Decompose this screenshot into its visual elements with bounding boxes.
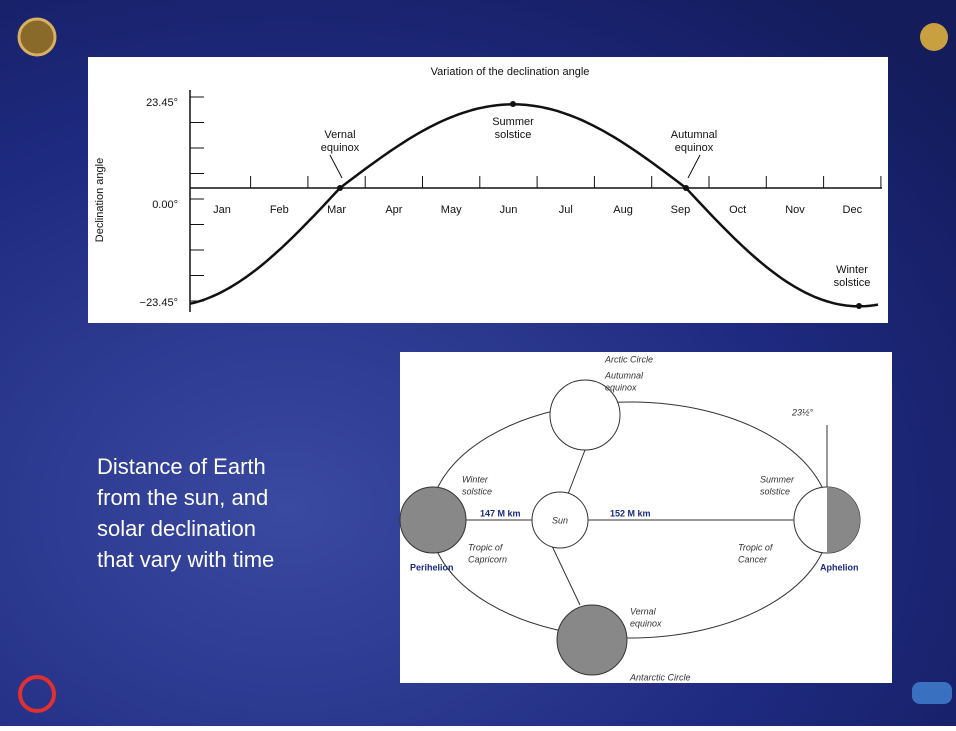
- earth: [556, 604, 628, 676]
- label: solstice: [760, 486, 790, 496]
- month-label: Feb: [270, 204, 289, 216]
- logo-icon: [17, 17, 57, 57]
- caption-line: solar declination: [97, 516, 256, 541]
- distance-label: 152 M km: [610, 508, 651, 518]
- label: Winter: [462, 474, 489, 484]
- earth: [399, 486, 467, 554]
- annotation: Autumnal: [671, 129, 717, 141]
- annotation: solstice: [495, 129, 532, 141]
- month-label: Dec: [843, 204, 863, 216]
- label: Sun: [552, 515, 568, 525]
- annotation: solstice: [834, 277, 871, 289]
- sun: [531, 491, 589, 549]
- earth-shadow: [827, 487, 860, 553]
- caption-line: from the sun, and: [97, 485, 268, 510]
- y-tick-label: 0.00°: [152, 199, 178, 211]
- axis-label: Declination angle: [94, 158, 106, 242]
- connector: [551, 545, 581, 606]
- month-label: Jun: [500, 204, 518, 216]
- declination-chart: Variation of the declination angle Decli…: [88, 57, 888, 323]
- label: Antarctic Circle: [629, 672, 691, 682]
- logo-icon: [920, 23, 948, 51]
- annotation: equinox: [321, 142, 360, 154]
- connector: [567, 449, 586, 495]
- label: Perihelion: [410, 562, 454, 572]
- label: 23½°: [791, 407, 814, 417]
- pointer: [329, 154, 343, 179]
- label: Capricorn: [468, 554, 507, 564]
- label: Aphelion: [820, 562, 859, 572]
- chart-title: Variation of the declination angle: [431, 66, 590, 78]
- month-label: Nov: [785, 204, 805, 216]
- annotation: Summer: [492, 116, 534, 128]
- label: Summer: [760, 474, 795, 484]
- annotation: Vernal: [324, 129, 355, 141]
- label: Arctic Circle: [604, 354, 653, 364]
- label: solstice: [462, 486, 492, 496]
- label: equinox: [630, 618, 662, 628]
- distance-label: 147 M km: [480, 508, 521, 518]
- curve: [189, 103, 879, 308]
- month-label: Mar: [327, 204, 346, 216]
- month-label: Apr: [385, 204, 402, 216]
- label: Autumnal: [604, 370, 644, 380]
- caption-line: Distance of Earth: [97, 454, 266, 479]
- caption: Distance of Earth from the sun, and sola…: [97, 454, 274, 572]
- month-label: May: [441, 204, 462, 216]
- pointer: [687, 154, 701, 179]
- month-label: Aug: [613, 204, 633, 216]
- y-tick-label: 23.45°: [146, 97, 178, 109]
- annotation: Winter: [836, 264, 868, 276]
- label: Tropic of: [468, 542, 504, 552]
- earth: [549, 379, 621, 451]
- label: equinox: [605, 382, 637, 392]
- caption-line: that vary with time: [97, 547, 274, 572]
- panel: [88, 57, 888, 323]
- label: Cancer: [738, 554, 768, 564]
- label: Tropic of: [738, 542, 774, 552]
- month-label: Sep: [671, 204, 691, 216]
- label: Vernal: [630, 606, 657, 616]
- y-tick-label: −23.45°: [140, 297, 178, 309]
- annotation: equinox: [675, 142, 714, 154]
- month-label: Oct: [729, 204, 746, 216]
- orbit-diagram: Arctic Circle Autumnal equinox 23½° Wint…: [399, 352, 892, 683]
- month-label: Jul: [559, 204, 573, 216]
- nav-icon[interactable]: [18, 675, 56, 713]
- month-label: Jan: [213, 204, 231, 216]
- nav-icon[interactable]: [912, 682, 952, 704]
